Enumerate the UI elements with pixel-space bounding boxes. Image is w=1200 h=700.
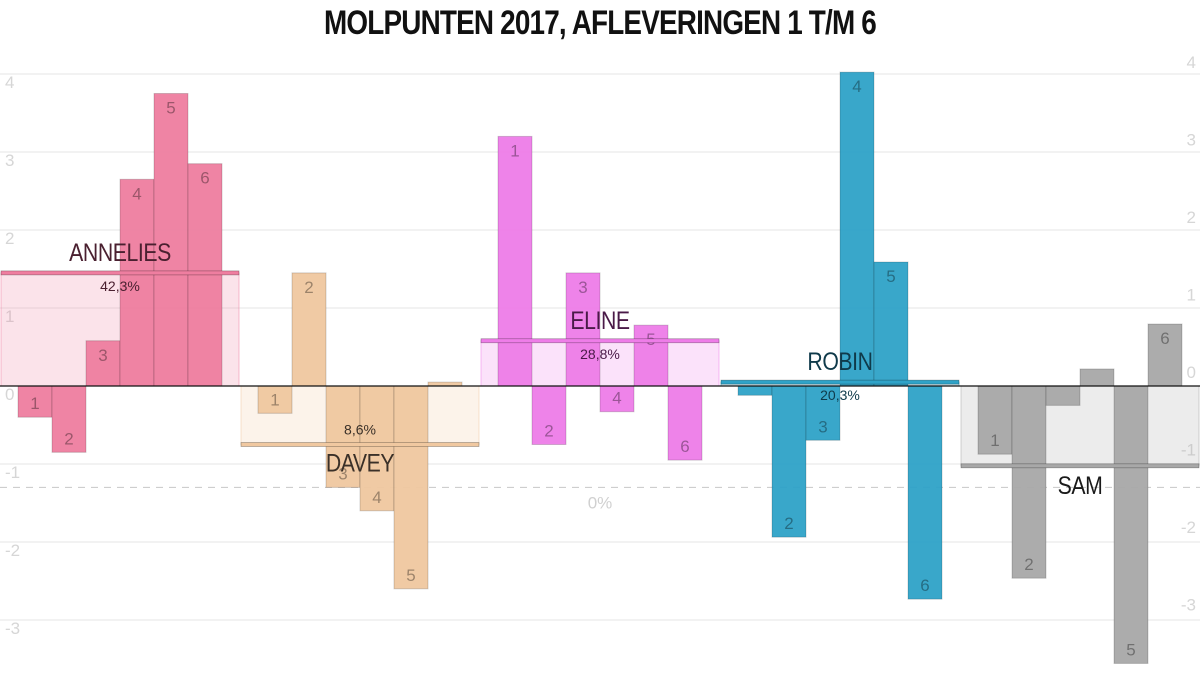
bar [667, 385, 703, 461]
bar [17, 385, 53, 418]
series-percentage-label: 28,8% [580, 346, 620, 362]
episode-label: 5 [406, 566, 415, 585]
left-tick-label: 0 [5, 385, 14, 404]
episode-label: 3 [98, 346, 107, 365]
episode-label: 1 [990, 431, 999, 450]
bar [51, 385, 87, 453]
left-tick-label: 4 [5, 73, 14, 92]
bar [873, 261, 909, 387]
episode-label: 5 [166, 99, 175, 118]
episode-label: 6 [1160, 329, 1169, 348]
bar [737, 385, 773, 396]
series-percentage-label: 20,3% [820, 387, 860, 403]
episode-label: 4 [852, 77, 861, 96]
bar [977, 385, 1013, 455]
bar [257, 385, 293, 414]
right-tick-label: 0 [1187, 363, 1196, 382]
bar [1045, 385, 1081, 406]
left-tick-label: 1 [5, 307, 14, 326]
series-name-label: DAVEY [326, 449, 394, 477]
episode-label: 4 [372, 488, 381, 507]
episode-label: 6 [920, 576, 929, 595]
episode-label: 3 [818, 417, 827, 436]
bar [531, 385, 567, 445]
average-line [960, 463, 1200, 469]
bar [85, 340, 121, 387]
bar [291, 272, 327, 387]
bar [1147, 323, 1183, 387]
series-name-label: ROBIN [807, 347, 872, 375]
right-tick-label: 4 [1187, 53, 1196, 72]
bar [771, 385, 807, 538]
bar [1011, 385, 1047, 579]
left-tick-label: 3 [5, 151, 14, 170]
right-tick-label: -2 [1181, 518, 1196, 537]
episode-label: 3 [338, 464, 347, 483]
series-percentage-label: 42,3% [100, 278, 140, 294]
episode-label: 2 [304, 278, 313, 297]
episode-label: 2 [1024, 555, 1033, 574]
bar [393, 385, 429, 590]
bar [633, 324, 669, 387]
left-tick-label: 2 [5, 229, 14, 248]
average-line [0, 270, 240, 276]
series-name-label: ANNELIES [69, 238, 171, 266]
episode-label: 6 [200, 169, 209, 188]
average-line [480, 338, 720, 344]
episode-label: 4 [612, 389, 621, 408]
bar [839, 71, 875, 387]
chart-title: MOLPUNTEN 2017, AFLEVERINGEN 1 T/M 6 [324, 4, 877, 42]
episode-label: 1 [30, 394, 39, 413]
right-tick-label: 2 [1187, 208, 1196, 227]
series-name-label: SAM [1058, 471, 1103, 499]
episode-label: 1 [510, 141, 519, 160]
left-tick-label: -2 [5, 541, 20, 560]
episode-label: 5 [886, 267, 895, 286]
bar [565, 272, 601, 387]
average-line [720, 379, 960, 385]
series-percentage-label: 8,6% [344, 422, 376, 438]
left-tick-label: -1 [5, 463, 20, 482]
episode-label: 2 [784, 514, 793, 533]
bar [497, 135, 533, 387]
average-line [240, 442, 480, 447]
episode-label: 3 [578, 278, 587, 297]
episode-label: 1 [270, 390, 279, 409]
right-tick-label: 3 [1187, 131, 1196, 150]
bar [1079, 368, 1115, 387]
left-tick-label: -3 [5, 619, 20, 638]
reference-line-label: 0% [588, 493, 613, 512]
series-name-label: ELINE [570, 306, 629, 334]
episode-label: 4 [132, 184, 141, 203]
bar [907, 385, 943, 600]
bar [325, 385, 361, 488]
right-tick-label: -3 [1181, 596, 1196, 615]
episode-label: 5 [1126, 640, 1135, 659]
bar [1113, 385, 1149, 664]
episode-label: 2 [544, 422, 553, 441]
episode-label: 6 [680, 437, 689, 456]
right-tick-label: -1 [1181, 441, 1196, 460]
episode-label: 2 [64, 429, 73, 448]
right-tick-label: 1 [1187, 286, 1196, 305]
